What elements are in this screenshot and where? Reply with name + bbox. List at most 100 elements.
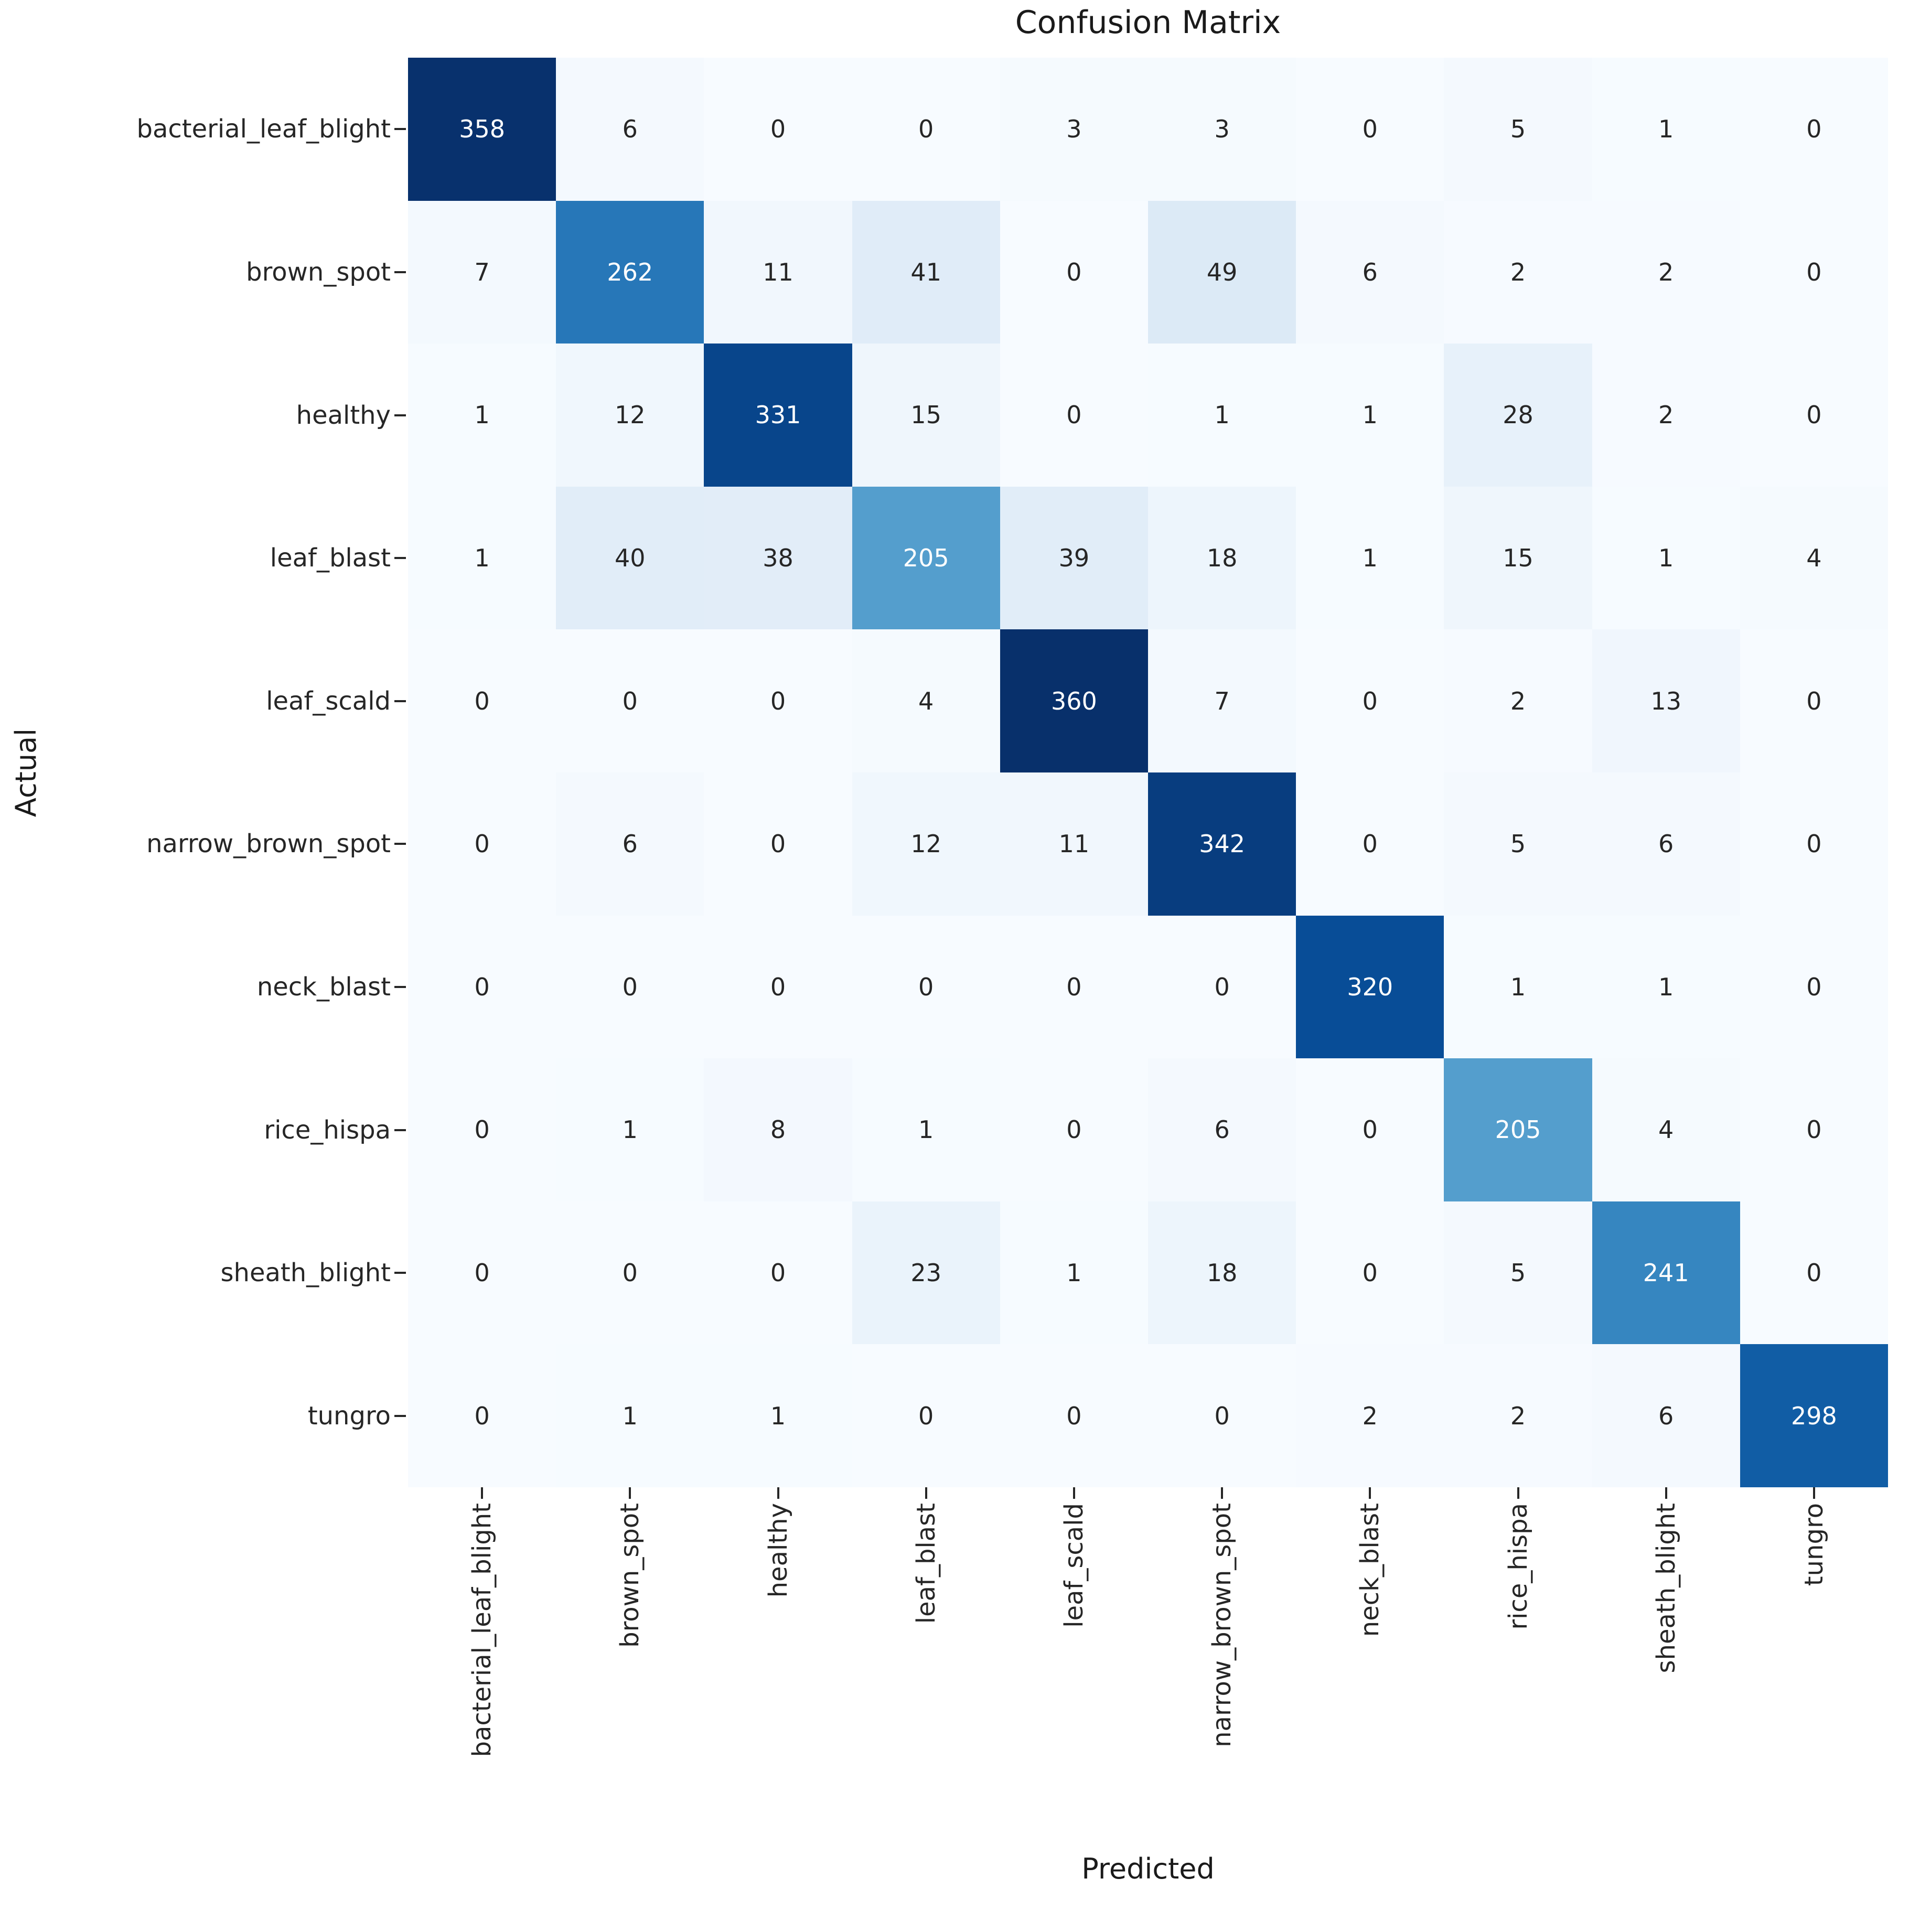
heatmap-cell: 298 <box>1740 1344 1888 1487</box>
heatmap-cell: 2 <box>1296 1344 1444 1487</box>
x-tick-mark <box>925 1487 927 1499</box>
x-tick-label: brown_spot <box>615 1503 645 1648</box>
heatmap-cell: 1 <box>1592 58 1740 201</box>
heatmap-cell: 28 <box>1444 344 1592 487</box>
heatmap-cell: 0 <box>1000 1344 1148 1487</box>
heatmap-cell: 0 <box>1148 1344 1296 1487</box>
heatmap-cell: 0 <box>704 629 852 772</box>
heatmap-cell: 11 <box>1000 772 1148 916</box>
heatmap-cell: 0 <box>556 1201 704 1345</box>
heatmap-cell: 1 <box>556 1344 704 1487</box>
heatmap-cell: 2 <box>1592 200 1740 344</box>
heatmap-cell: 0 <box>704 58 852 201</box>
heatmap-cell: 5 <box>1444 1201 1592 1345</box>
heatmap-cell: 4 <box>1592 1058 1740 1201</box>
x-tick-label: rice_hispa <box>1503 1503 1533 1630</box>
y-tick-label: sheath_blight <box>220 1258 391 1288</box>
heatmap-cell: 1 <box>1296 486 1444 630</box>
heatmap-cell: 0 <box>1000 344 1148 487</box>
x-tick-mark <box>1221 1487 1224 1499</box>
x-tick-mark <box>481 1487 484 1499</box>
heatmap-grid: 358 6 0 0 3 3 0 5 1 0 7 262 11 41 0 49 6 2 2 0 1 12 331 15 0 1 1 28… <box>408 58 1888 1487</box>
x-tick-label: neck_blast <box>1355 1503 1385 1637</box>
heatmap-cell: 358 <box>408 58 556 201</box>
heatmap-cell: 0 <box>852 1344 1000 1487</box>
y-tick-mark <box>394 271 406 273</box>
heatmap-cell: 23 <box>852 1201 1000 1345</box>
heatmap-cell: 0 <box>1148 915 1296 1059</box>
heatmap-cell: 0 <box>704 1201 852 1345</box>
heatmap-cell: 262 <box>556 200 704 344</box>
x-tick-mark <box>1665 1487 1667 1499</box>
heatmap-cell: 6 <box>1148 1058 1296 1201</box>
heatmap-cell: 6 <box>556 58 704 201</box>
heatmap-cell: 12 <box>852 772 1000 916</box>
y-tick-label: rice_hispa <box>264 1115 391 1145</box>
heatmap-cell: 0 <box>408 772 556 916</box>
x-tick-mark <box>1813 1487 1815 1499</box>
heatmap-cell: 0 <box>1740 1201 1888 1345</box>
y-tick-label: leaf_blast <box>270 543 391 573</box>
y-tick-mark <box>394 700 406 702</box>
heatmap-cell: 2 <box>1592 344 1740 487</box>
x-tick-label: leaf_scald <box>1059 1503 1089 1628</box>
heatmap-cell: 18 <box>1148 1201 1296 1345</box>
heatmap-cell: 39 <box>1000 486 1148 630</box>
heatmap-cell: 3 <box>1000 58 1148 201</box>
heatmap-cell: 0 <box>1000 1058 1148 1201</box>
heatmap-cell: 2 <box>1444 1344 1592 1487</box>
y-tick-label: narrow_brown_spot <box>146 829 391 859</box>
heatmap-cell: 2 <box>1444 629 1592 772</box>
heatmap-cell: 13 <box>1592 629 1740 772</box>
heatmap-cell: 5 <box>1444 772 1592 916</box>
x-tick-label: tungro <box>1799 1503 1829 1586</box>
heatmap-cell: 0 <box>1740 1058 1888 1201</box>
heatmap-cell: 331 <box>704 344 852 487</box>
heatmap-cell: 1 <box>1000 1201 1148 1345</box>
heatmap-cell: 0 <box>1740 772 1888 916</box>
heatmap-cell: 0 <box>408 1344 556 1487</box>
y-tick-label: neck_blast <box>256 972 391 1002</box>
heatmap-cell: 0 <box>408 1058 556 1201</box>
heatmap-cell: 0 <box>556 629 704 772</box>
x-tick-label: healthy <box>763 1503 793 1598</box>
heatmap-cell: 205 <box>852 486 1000 630</box>
heatmap-cell: 1 <box>1148 344 1296 487</box>
heatmap-cell: 0 <box>556 915 704 1059</box>
heatmap-cell: 1 <box>408 486 556 630</box>
heatmap-cell: 0 <box>1740 915 1888 1059</box>
heatmap-cell: 0 <box>1296 1201 1444 1345</box>
heatmap-cell: 0 <box>408 915 556 1059</box>
chart-title: Confusion Matrix <box>1015 4 1281 41</box>
heatmap-cell: 0 <box>408 629 556 772</box>
heatmap-cell: 3 <box>1148 58 1296 201</box>
heatmap-cell: 0 <box>704 915 852 1059</box>
x-tick-mark <box>629 1487 631 1499</box>
heatmap-cell: 0 <box>408 1201 556 1345</box>
heatmap-cell: 0 <box>1740 200 1888 344</box>
heatmap-cell: 1 <box>408 344 556 487</box>
heatmap-cell: 0 <box>1296 772 1444 916</box>
x-axis-title: Predicted <box>1081 1852 1215 1885</box>
heatmap-cell: 0 <box>1000 200 1148 344</box>
heatmap-cell: 8 <box>704 1058 852 1201</box>
heatmap-cell: 1 <box>704 1344 852 1487</box>
heatmap-cell: 38 <box>704 486 852 630</box>
y-tick-mark <box>394 1129 406 1131</box>
y-tick-label: bacterial_leaf_blight <box>136 114 391 144</box>
y-tick-mark <box>394 1414 406 1417</box>
y-tick-label: tungro <box>307 1401 391 1431</box>
heatmap-cell: 0 <box>1740 629 1888 772</box>
heatmap-cell: 0 <box>704 772 852 916</box>
heatmap-cell: 15 <box>852 344 1000 487</box>
x-tick-mark <box>777 1487 779 1499</box>
y-tick-mark <box>394 414 406 416</box>
y-tick-label: healthy <box>296 400 391 430</box>
x-tick-mark <box>1517 1487 1519 1499</box>
heatmap-cell: 0 <box>852 58 1000 201</box>
y-tick-label: leaf_scald <box>266 686 391 716</box>
y-tick-mark <box>394 985 406 988</box>
heatmap-cell: 7 <box>408 200 556 344</box>
y-tick-mark <box>394 557 406 560</box>
